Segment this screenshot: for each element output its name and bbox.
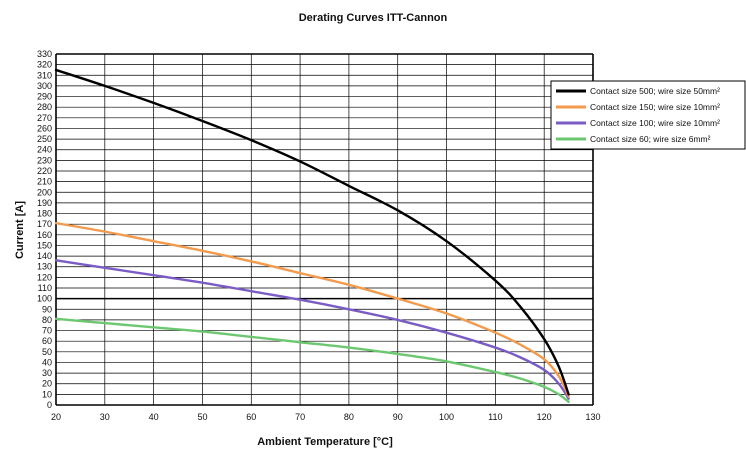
axis-layer: 0102030405060708090100110120130140150160… xyxy=(37,49,601,422)
grid-layer xyxy=(55,53,594,406)
y-tick-label: 260 xyxy=(37,123,52,133)
y-tick-label: 200 xyxy=(37,187,52,197)
y-tick-label: 220 xyxy=(37,166,52,176)
x-tick-label: 30 xyxy=(100,412,110,422)
y-tick-label: 140 xyxy=(37,251,52,261)
series-line-0 xyxy=(54,68,570,396)
y-tick-label: 0 xyxy=(47,400,52,410)
y-tick-label: 210 xyxy=(37,177,52,187)
x-tick-label: 50 xyxy=(197,412,207,422)
legend-items: Contact size 500; wire size 50mm² Contact… xyxy=(556,86,720,144)
x-tick-label: 80 xyxy=(344,412,354,422)
series-layer xyxy=(54,68,570,404)
y-tick-label: 160 xyxy=(37,230,52,240)
x-tick-label: 60 xyxy=(246,412,256,422)
y-axis-title: Current [A] xyxy=(14,201,26,259)
y-tick-label: 330 xyxy=(37,49,52,59)
series-line-3 xyxy=(54,317,570,404)
x-tick-label: 20 xyxy=(51,412,61,422)
legend-label: Contact size 500; wire size 50mm² xyxy=(590,86,720,96)
y-tick-label: 270 xyxy=(37,113,52,123)
y-tick-label: 60 xyxy=(42,336,52,346)
y-tick-label: 50 xyxy=(42,347,52,357)
x-tick-label: 100 xyxy=(439,412,454,422)
chart-title: Derating Curves ITT-Cannon xyxy=(299,12,448,24)
y-tick-label: 240 xyxy=(37,145,52,155)
y-tick-label: 40 xyxy=(42,357,52,367)
y-tick-label: 300 xyxy=(37,81,52,91)
y-tick-label: 280 xyxy=(37,102,52,112)
y-tick-label: 10 xyxy=(42,389,52,399)
x-tick-label: 70 xyxy=(295,412,305,422)
x-tick-label: 120 xyxy=(537,412,552,422)
y-tick-label: 70 xyxy=(42,326,52,336)
x-tick-label: 110 xyxy=(488,412,502,422)
y-tick-label: 170 xyxy=(37,219,52,229)
x-axis-title: Ambient Temperature [°C] xyxy=(257,436,393,448)
y-tick-label: 20 xyxy=(42,379,52,389)
y-tick-label: 150 xyxy=(37,240,52,250)
series-line-1 xyxy=(54,221,570,398)
y-tick-label: 190 xyxy=(37,198,52,208)
x-tick-label: 90 xyxy=(393,412,403,422)
y-tick-label: 80 xyxy=(42,315,52,325)
legend-label: Contact size 100; wire size 10mm² xyxy=(590,118,720,128)
y-tick-label: 100 xyxy=(37,294,52,304)
y-tick-label: 230 xyxy=(37,155,52,165)
x-tick-label: 130 xyxy=(585,412,600,422)
x-tick-label: 40 xyxy=(149,412,159,422)
y-tick-label: 320 xyxy=(37,60,52,70)
y-tick-label: 130 xyxy=(37,262,52,272)
legend-label: Contact size 150; wire size 10mm² xyxy=(590,102,720,112)
y-tick-label: 90 xyxy=(42,304,52,314)
y-tick-label: 250 xyxy=(37,134,52,144)
legend: Contact size 500; wire size 50mm² Contact… xyxy=(550,80,746,150)
y-tick-label: 30 xyxy=(42,368,52,378)
y-tick-label: 310 xyxy=(37,70,52,80)
y-tick-label: 120 xyxy=(37,272,52,282)
series-line-2 xyxy=(54,259,570,400)
y-tick-label: 110 xyxy=(38,283,52,293)
legend-label: Contact size 60; wire size 6mm² xyxy=(590,134,711,144)
y-tick-label: 290 xyxy=(37,92,52,102)
y-tick-label: 180 xyxy=(37,209,52,219)
